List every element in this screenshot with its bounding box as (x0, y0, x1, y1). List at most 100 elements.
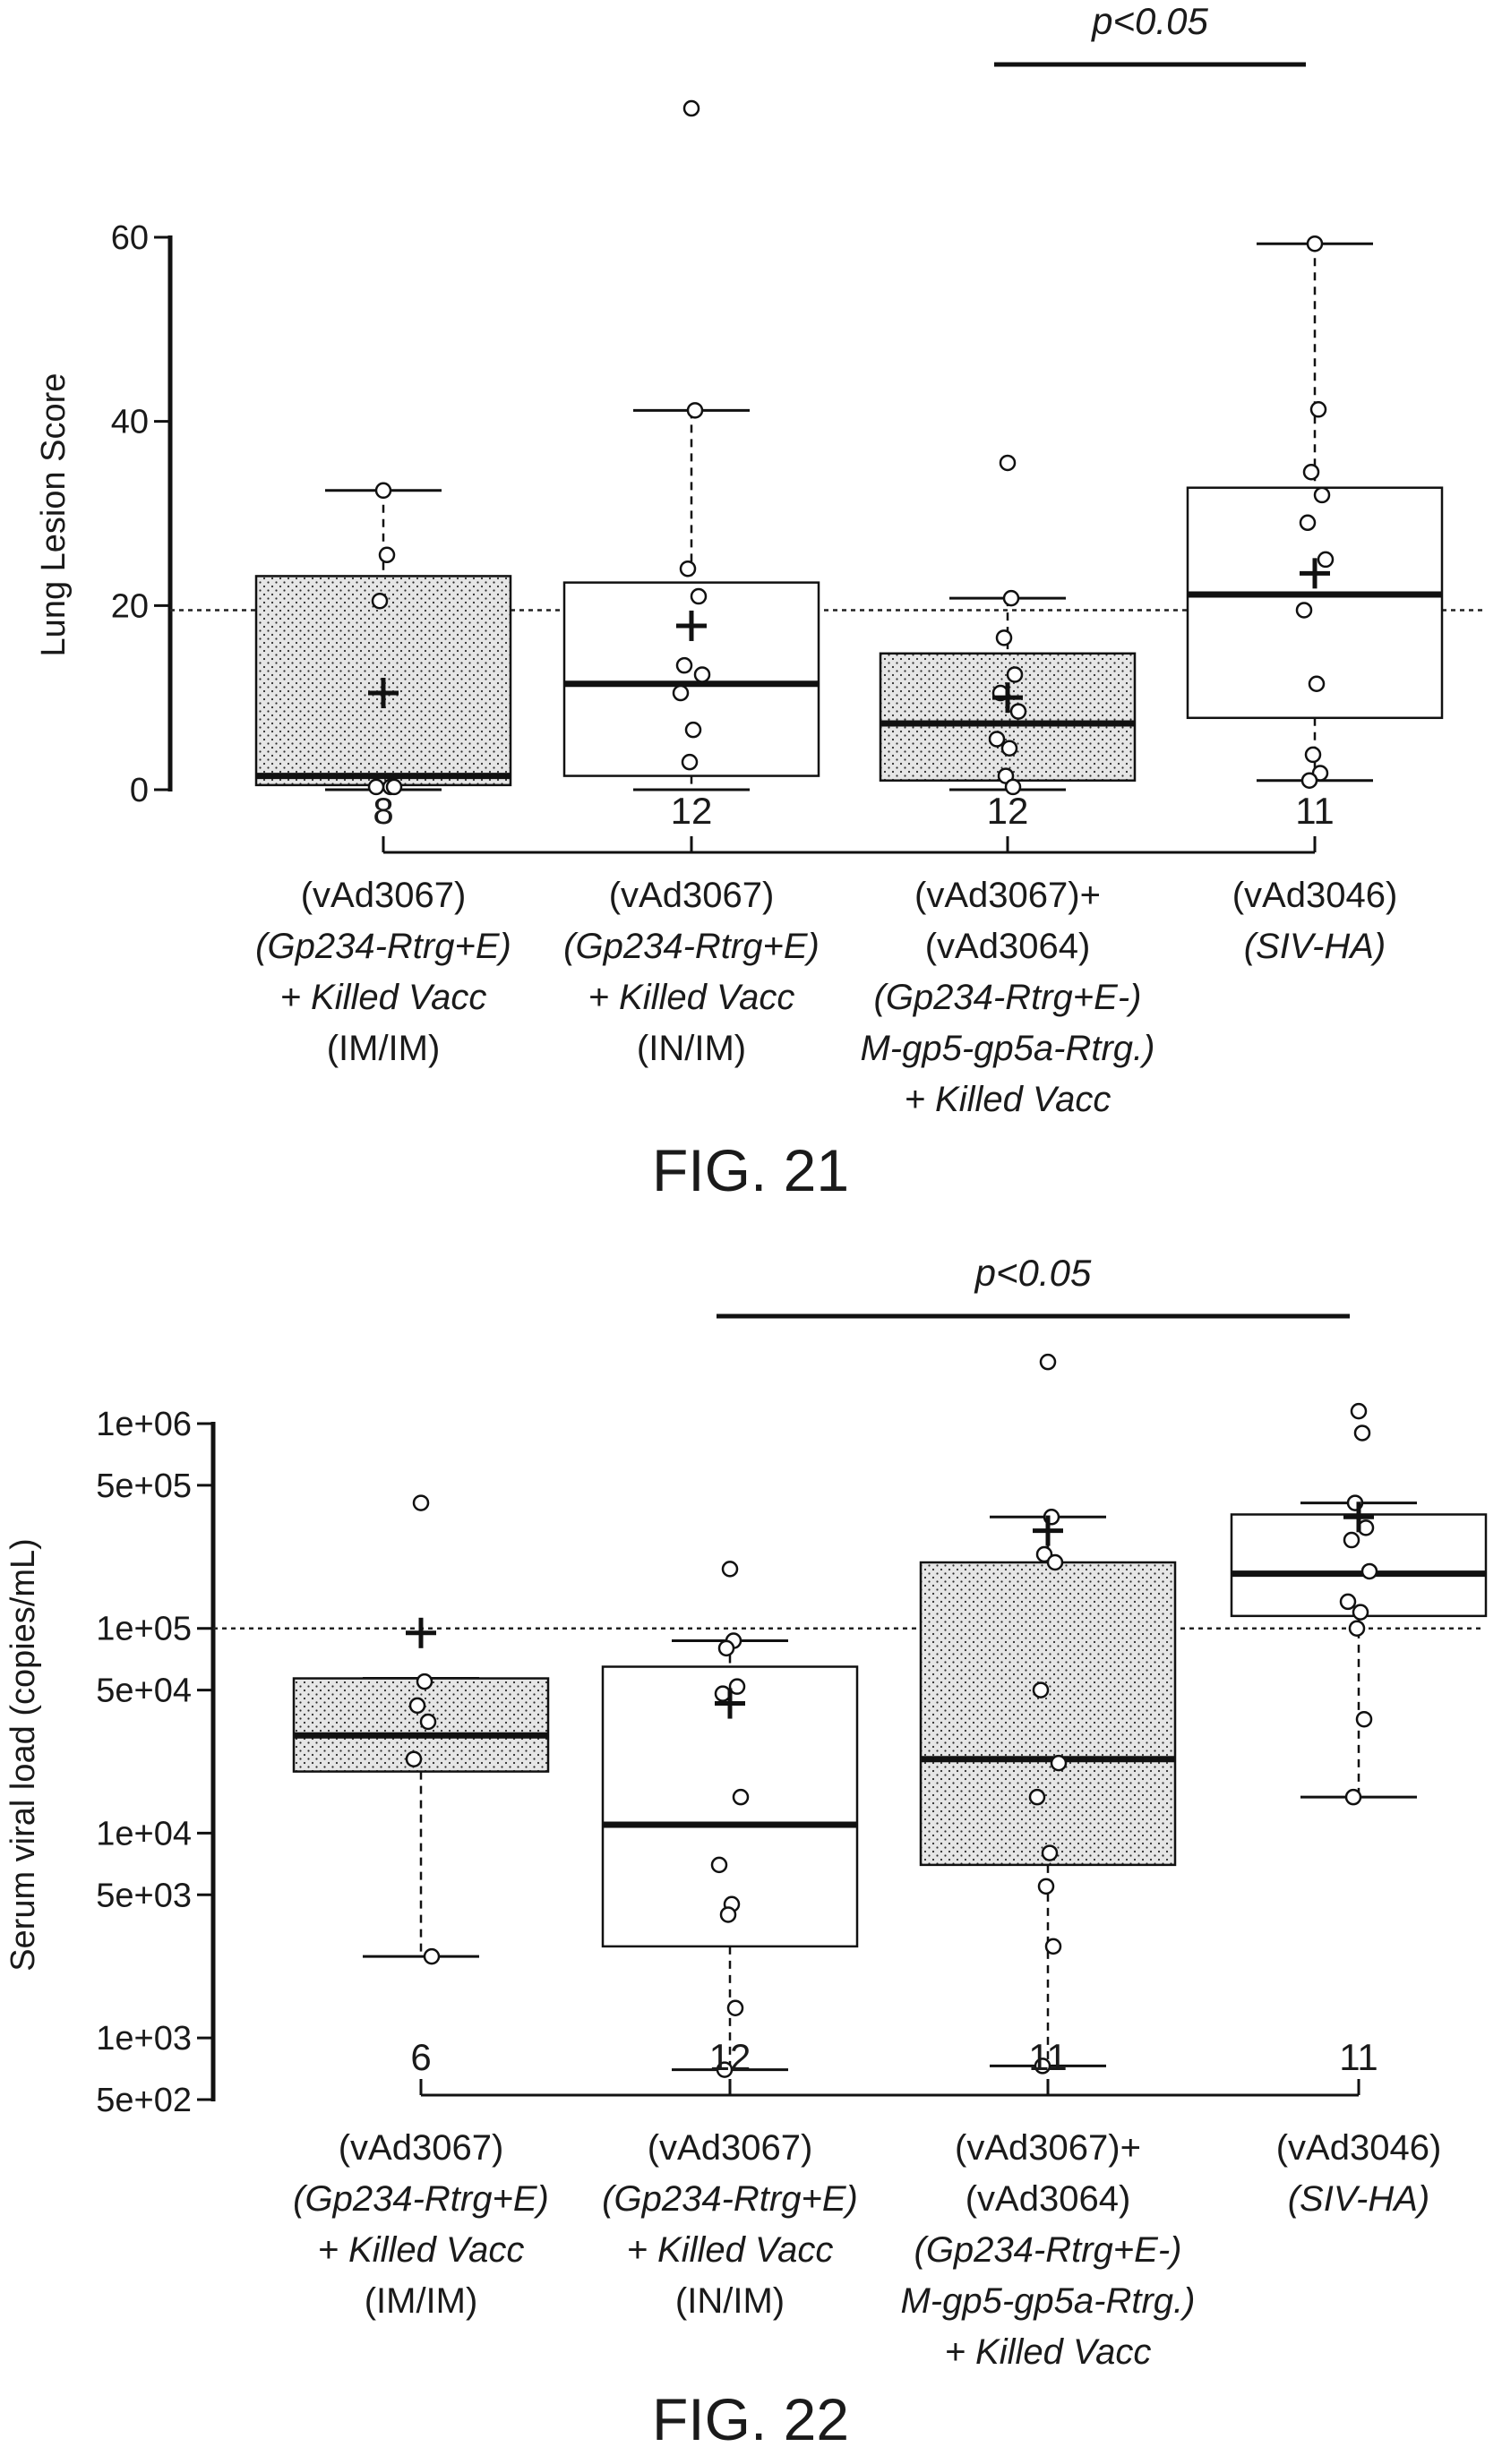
y-tick-label: 5e+04 (96, 1673, 192, 1710)
group-label-line: (vAd3064) (966, 2179, 1131, 2219)
data-point (1034, 1683, 1048, 1698)
group-n-label: 8 (373, 790, 393, 832)
y-tick-label: 5e+03 (96, 1877, 192, 1914)
data-point (674, 686, 688, 700)
data-point (410, 1698, 425, 1713)
data-point (1051, 1756, 1066, 1770)
y-tick-label: 1e+06 (96, 1406, 192, 1443)
data-point (990, 732, 1004, 746)
y-tick-label: 1e+05 (96, 1611, 192, 1648)
data-point (1306, 748, 1320, 762)
box-group-2: 12(vAd3067)(Gp234-Rtrg+E)+ Killed Vacc(I… (602, 1561, 858, 2321)
data-point (1048, 1555, 1062, 1570)
group-label-line: + Killed Vacc (318, 2230, 525, 2270)
data-point (1357, 1712, 1371, 1726)
data-point (1304, 465, 1318, 479)
data-point (1308, 236, 1322, 251)
data-point (421, 1715, 435, 1729)
figure-label: FIG. 22 (652, 2386, 849, 2452)
data-point (1346, 1790, 1360, 1804)
y-tick-label: 40 (111, 404, 149, 441)
data-point (719, 1641, 734, 1656)
group-label-line: (IN/IM) (675, 2281, 785, 2321)
y-tick-label: 1e+03 (96, 2020, 192, 2058)
data-point (1350, 1621, 1364, 1636)
group-n-label: 11 (1028, 2036, 1068, 2078)
data-point (425, 1949, 439, 1964)
y-tick-label: 5e+02 (96, 2082, 192, 2119)
data-point (1344, 1533, 1359, 1547)
data-point (407, 1752, 421, 1767)
data-point (1046, 1939, 1060, 1954)
group-label-line: M-gp5-gp5a-Rtrg.) (900, 2281, 1195, 2321)
data-point (721, 1907, 735, 1921)
data-point (1341, 1595, 1355, 1609)
data-point (417, 1674, 432, 1689)
data-point (688, 403, 702, 417)
group-n-label: 12 (671, 790, 713, 832)
data-point (414, 1496, 428, 1510)
data-point (1041, 1355, 1055, 1369)
group-label-line: + Killed Vacc (905, 1080, 1111, 1119)
chart-fig22: 5e+02 1e+03 5e+03 1e+04 5e+04 1e+05 5e+05 1e+06… (4, 1252, 1486, 2452)
data-point (1300, 516, 1315, 530)
data-point (712, 1858, 726, 1872)
data-point (681, 561, 695, 576)
chart-fig21: 0204060Lung Lesion Scorep<0.058(vAd3067)… (35, 0, 1482, 1203)
data-point (677, 658, 691, 672)
box-group-1: 8 (vAd3067) (Gp234-Rtrg+E) + Killed Vacc (IM… (255, 483, 511, 1068)
group-label-line: (Gp234-Rtrg+E-) (914, 2230, 1182, 2270)
data-point (373, 594, 387, 608)
group-label-line: (Gp234-Rtrg+E-) (874, 978, 1142, 1017)
data-point (1318, 552, 1333, 567)
data-point (1315, 488, 1329, 502)
y-tick-label: 20 (111, 587, 149, 625)
group-label-line: (Gp234-Rtrg+E) (602, 2179, 858, 2219)
significance-label: p<0.05 (1090, 0, 1208, 42)
y-tick-label: 60 (111, 219, 149, 257)
data-point (1030, 1790, 1044, 1804)
group-label-line: M-gp5-gp5a-Rtrg.) (860, 1029, 1154, 1068)
group-label-line: (IM/IM) (327, 1029, 441, 1068)
group-n-label: 6 (410, 2036, 431, 2078)
data-point (695, 667, 709, 681)
group-label-line: (IN/IM) (637, 1029, 746, 1068)
group-label-line: (SIV-HA) (1244, 927, 1386, 966)
group-label-line: (SIV-HA) (1288, 2179, 1430, 2219)
box-group-3: 12(vAd3067)+(vAd3064)(Gp234-Rtrg+E-)M-gp… (860, 456, 1154, 1119)
data-point (376, 483, 391, 498)
group-label-line: (vAd3067) (648, 2128, 813, 2168)
figure-label: FIG. 21 (652, 1137, 849, 1203)
y-tick-label: 1e+04 (96, 1815, 192, 1852)
group-label-line: (IM/IM) (365, 2281, 478, 2321)
data-point (380, 548, 394, 562)
y-tick-label: 5e+05 (96, 1467, 192, 1505)
data-point (1353, 1605, 1368, 1620)
box-group-4: 11(vAd3046)(SIV-HA) (1188, 236, 1442, 966)
data-point (1311, 402, 1326, 416)
group-label-line: (vAd3067) (609, 876, 775, 915)
group-n-label: 12 (987, 790, 1029, 832)
data-point (1000, 456, 1015, 470)
group-label-line: + Killed Vacc (627, 2230, 834, 2270)
data-point (1302, 774, 1317, 788)
group-label-line: (vAd3046) (1232, 876, 1398, 915)
data-point (684, 101, 699, 116)
iqr-box (921, 1562, 1175, 1865)
data-point (1008, 667, 1022, 681)
group-label-line: (Gp234-Rtrg+E) (255, 927, 511, 966)
group-label-line: (vAd3067) (301, 876, 467, 915)
data-point (1039, 1879, 1053, 1894)
data-point (1355, 1425, 1369, 1440)
group-n-label: 11 (1339, 2036, 1378, 2078)
y-axis-label: Serum viral load (copies/mL) (4, 1538, 42, 1972)
data-point (1309, 677, 1324, 691)
box-group-4: 11(vAd3046)(SIV-HA) (1232, 1404, 1486, 2219)
data-point (1043, 1846, 1057, 1861)
data-point (997, 630, 1011, 645)
data-point (691, 589, 706, 603)
data-point (734, 1790, 748, 1804)
group-label-line: (Gp234-Rtrg+E) (563, 927, 820, 966)
group-label-line: + Killed Vacc (280, 978, 487, 1017)
